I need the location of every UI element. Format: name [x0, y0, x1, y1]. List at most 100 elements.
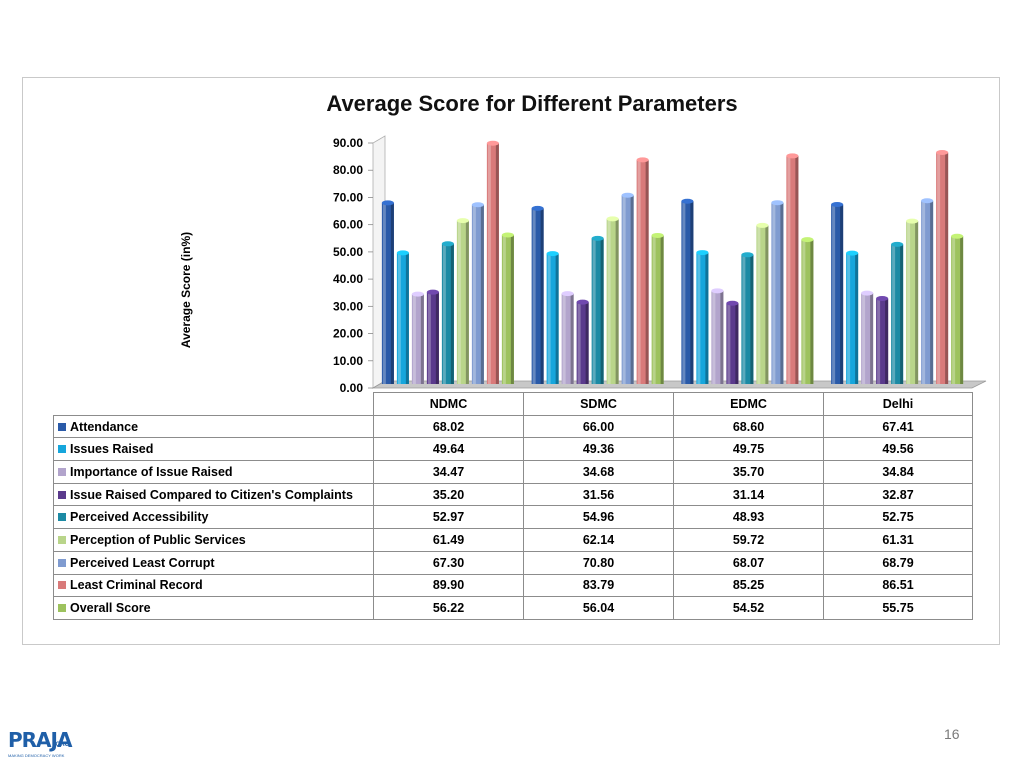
data-cell: 34.84 [823, 460, 973, 484]
data-cell: 35.70 [673, 460, 824, 484]
data-cell: 52.97 [373, 505, 524, 530]
table-row: Issue Raised Compared to Citizen's Compl… [53, 482, 973, 507]
data-cell: 49.56 [823, 437, 973, 462]
bar [606, 216, 619, 384]
series-label: Attendance [53, 414, 374, 439]
bar [846, 250, 859, 384]
table-row: Issues Raised 49.64 49.36 49.75 49.56 [53, 437, 973, 462]
series-name: Importance of Issue Raised [70, 464, 233, 479]
table-corner [53, 392, 374, 416]
bar [756, 222, 769, 384]
y-tick-label: 10.00 [333, 354, 363, 368]
y-tick-label: 50.00 [333, 245, 363, 259]
series-label: Perceived Accessibility [53, 505, 374, 530]
data-cell: 54.52 [673, 596, 824, 620]
data-cell: 31.56 [523, 482, 674, 507]
legend-swatch [58, 422, 66, 431]
bar [936, 150, 949, 384]
data-cell: 32.87 [823, 482, 973, 507]
data-cell: 89.90 [373, 573, 524, 598]
series-label: Issue Raised Compared to Citizen's Compl… [53, 482, 374, 507]
y-axis: 0.00 10.00 20.00 30.00 40.00 50.00 60.00 70.00 8… [333, 135, 987, 395]
legend-swatch [58, 581, 66, 590]
data-cell: 67.41 [823, 414, 973, 439]
bar [726, 300, 739, 384]
bar [951, 233, 964, 384]
series-label: Importance of Issue Raised [53, 460, 374, 484]
bar [861, 290, 874, 384]
data-cell: 52.75 [823, 505, 973, 530]
data-cell: 49.75 [673, 437, 824, 462]
logo-org: .ORG [54, 742, 70, 748]
bar [456, 218, 469, 384]
series-name: Issue Raised Compared to Citizen's Compl… [70, 487, 353, 502]
legend-swatch [58, 445, 66, 454]
data-cell: 66.00 [523, 414, 674, 439]
table-row: Least Criminal Record 89.90 83.79 85.25 86.5… [53, 573, 973, 598]
data-cell: 68.60 [673, 414, 824, 439]
bar [546, 251, 559, 384]
bar [651, 232, 664, 384]
bar [531, 205, 544, 384]
bar [411, 291, 424, 384]
bar [801, 237, 814, 384]
table-row: Overall Score 56.22 56.04 54.52 55.75 [53, 596, 973, 620]
category-header: Delhi [823, 392, 973, 416]
data-cell: 83.79 [523, 573, 674, 598]
bar [831, 201, 844, 384]
series-name: Least Criminal Record [70, 578, 203, 593]
data-cell: 35.20 [373, 482, 524, 507]
series-label: Least Criminal Record [53, 573, 374, 598]
bar [771, 200, 784, 384]
data-cell: 49.64 [373, 437, 524, 462]
bar [471, 202, 484, 384]
legend-swatch [58, 513, 66, 522]
bar [921, 198, 934, 384]
bar [591, 235, 604, 384]
series-name: Overall Score [70, 601, 151, 616]
legend-swatch [58, 558, 66, 567]
bar [786, 153, 799, 384]
table-row: Perception of Public Services 61.49 62.14 5… [53, 528, 973, 552]
y-tick-label: 80.00 [333, 163, 363, 177]
chart-title: Average Score for Different Parameters [326, 91, 738, 116]
y-tick-label: 20.00 [333, 327, 363, 341]
bar [396, 250, 409, 384]
page-number: 16 [944, 726, 960, 742]
data-cell: 49.36 [523, 437, 674, 462]
category-header: SDMC [523, 392, 674, 416]
data-cell: 86.51 [823, 573, 973, 598]
series-label: Perceived Least Corrupt [53, 550, 374, 575]
bar [906, 218, 919, 384]
data-cell: 56.22 [373, 596, 524, 620]
legend-swatch [58, 604, 66, 613]
legend-swatch [58, 490, 66, 499]
y-tick-label: 30.00 [333, 299, 363, 313]
y-tick-label: 40.00 [333, 272, 363, 286]
bar [561, 291, 574, 384]
data-cell: 85.25 [673, 573, 824, 598]
data-cell: 55.75 [823, 596, 973, 620]
bar [486, 140, 499, 384]
bars [381, 140, 964, 384]
data-table: NDMC SDMC EDMC Delhi Attendance 68.02 66.00 68… [53, 392, 973, 620]
bar [501, 232, 514, 384]
bar [381, 200, 394, 384]
data-cell: 54.96 [523, 505, 674, 530]
category-header: EDMC [673, 392, 824, 416]
y-tick-label: 60.00 [333, 218, 363, 232]
logo-tagline: MAKING DEMOCRACY WORK [8, 753, 65, 758]
data-cell: 31.14 [673, 482, 824, 507]
series-label: Perception of Public Services [53, 528, 374, 552]
data-cell: 59.72 [673, 528, 824, 552]
bar [696, 250, 709, 384]
bar [741, 252, 754, 384]
bar [441, 241, 454, 384]
bar [876, 296, 889, 384]
data-cell: 68.02 [373, 414, 524, 439]
data-cell: 70.80 [523, 550, 674, 575]
bar [711, 288, 724, 384]
category-header: NDMC [373, 392, 524, 416]
y-axis-label: Average Score (in%) [179, 231, 193, 349]
